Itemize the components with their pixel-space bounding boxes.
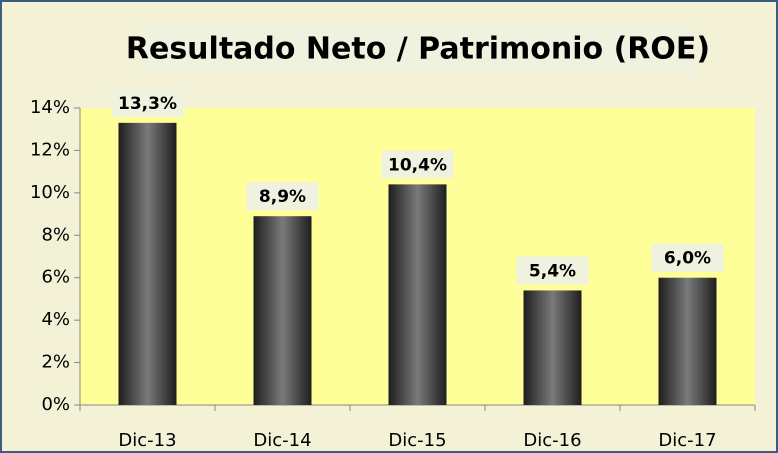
x-tick-label: Dic-13	[118, 430, 176, 451]
value-label: 5,4%	[529, 261, 576, 281]
bar	[388, 184, 447, 405]
chart-title: Resultado Neto / Patrimonio (ROE)	[126, 32, 710, 67]
y-tick-label: 8%	[41, 224, 70, 245]
y-tick-label: 0%	[41, 394, 70, 415]
value-label: 8,9%	[259, 187, 306, 207]
value-label-box	[246, 182, 319, 211]
x-tick-label: Dic-16	[523, 430, 581, 451]
y-tick-label: 10%	[30, 182, 70, 203]
value-label: 10,4%	[388, 155, 447, 175]
bar	[658, 277, 717, 405]
bar	[253, 216, 312, 405]
x-tick-label: Dic-14	[253, 430, 311, 451]
y-tick-label: 12%	[30, 139, 70, 160]
value-label-box	[381, 150, 454, 179]
value-label: 6,0%	[664, 249, 711, 269]
title-box	[142, 25, 694, 73]
y-tick-label: 2%	[41, 352, 70, 373]
x-tick-label: Dic-17	[658, 430, 716, 451]
bar	[523, 290, 582, 405]
value-label: 13,3%	[118, 94, 177, 114]
value-label-box	[516, 256, 589, 285]
bar	[118, 122, 177, 405]
value-label-box	[651, 243, 724, 272]
value-label-box	[111, 88, 184, 117]
y-tick-label: 14%	[30, 97, 70, 118]
y-tick-label: 4%	[41, 309, 70, 330]
x-tick-label: Dic-15	[388, 430, 446, 451]
y-tick-label: 6%	[41, 267, 70, 288]
